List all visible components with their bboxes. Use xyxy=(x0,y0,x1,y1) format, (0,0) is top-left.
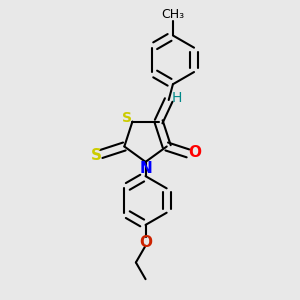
Text: H: H xyxy=(172,91,182,105)
Text: O: O xyxy=(139,235,152,250)
Text: N: N xyxy=(140,161,153,176)
Text: S: S xyxy=(91,148,102,163)
Text: S: S xyxy=(122,111,132,125)
Text: O: O xyxy=(188,145,201,160)
Text: CH₃: CH₃ xyxy=(161,8,184,21)
